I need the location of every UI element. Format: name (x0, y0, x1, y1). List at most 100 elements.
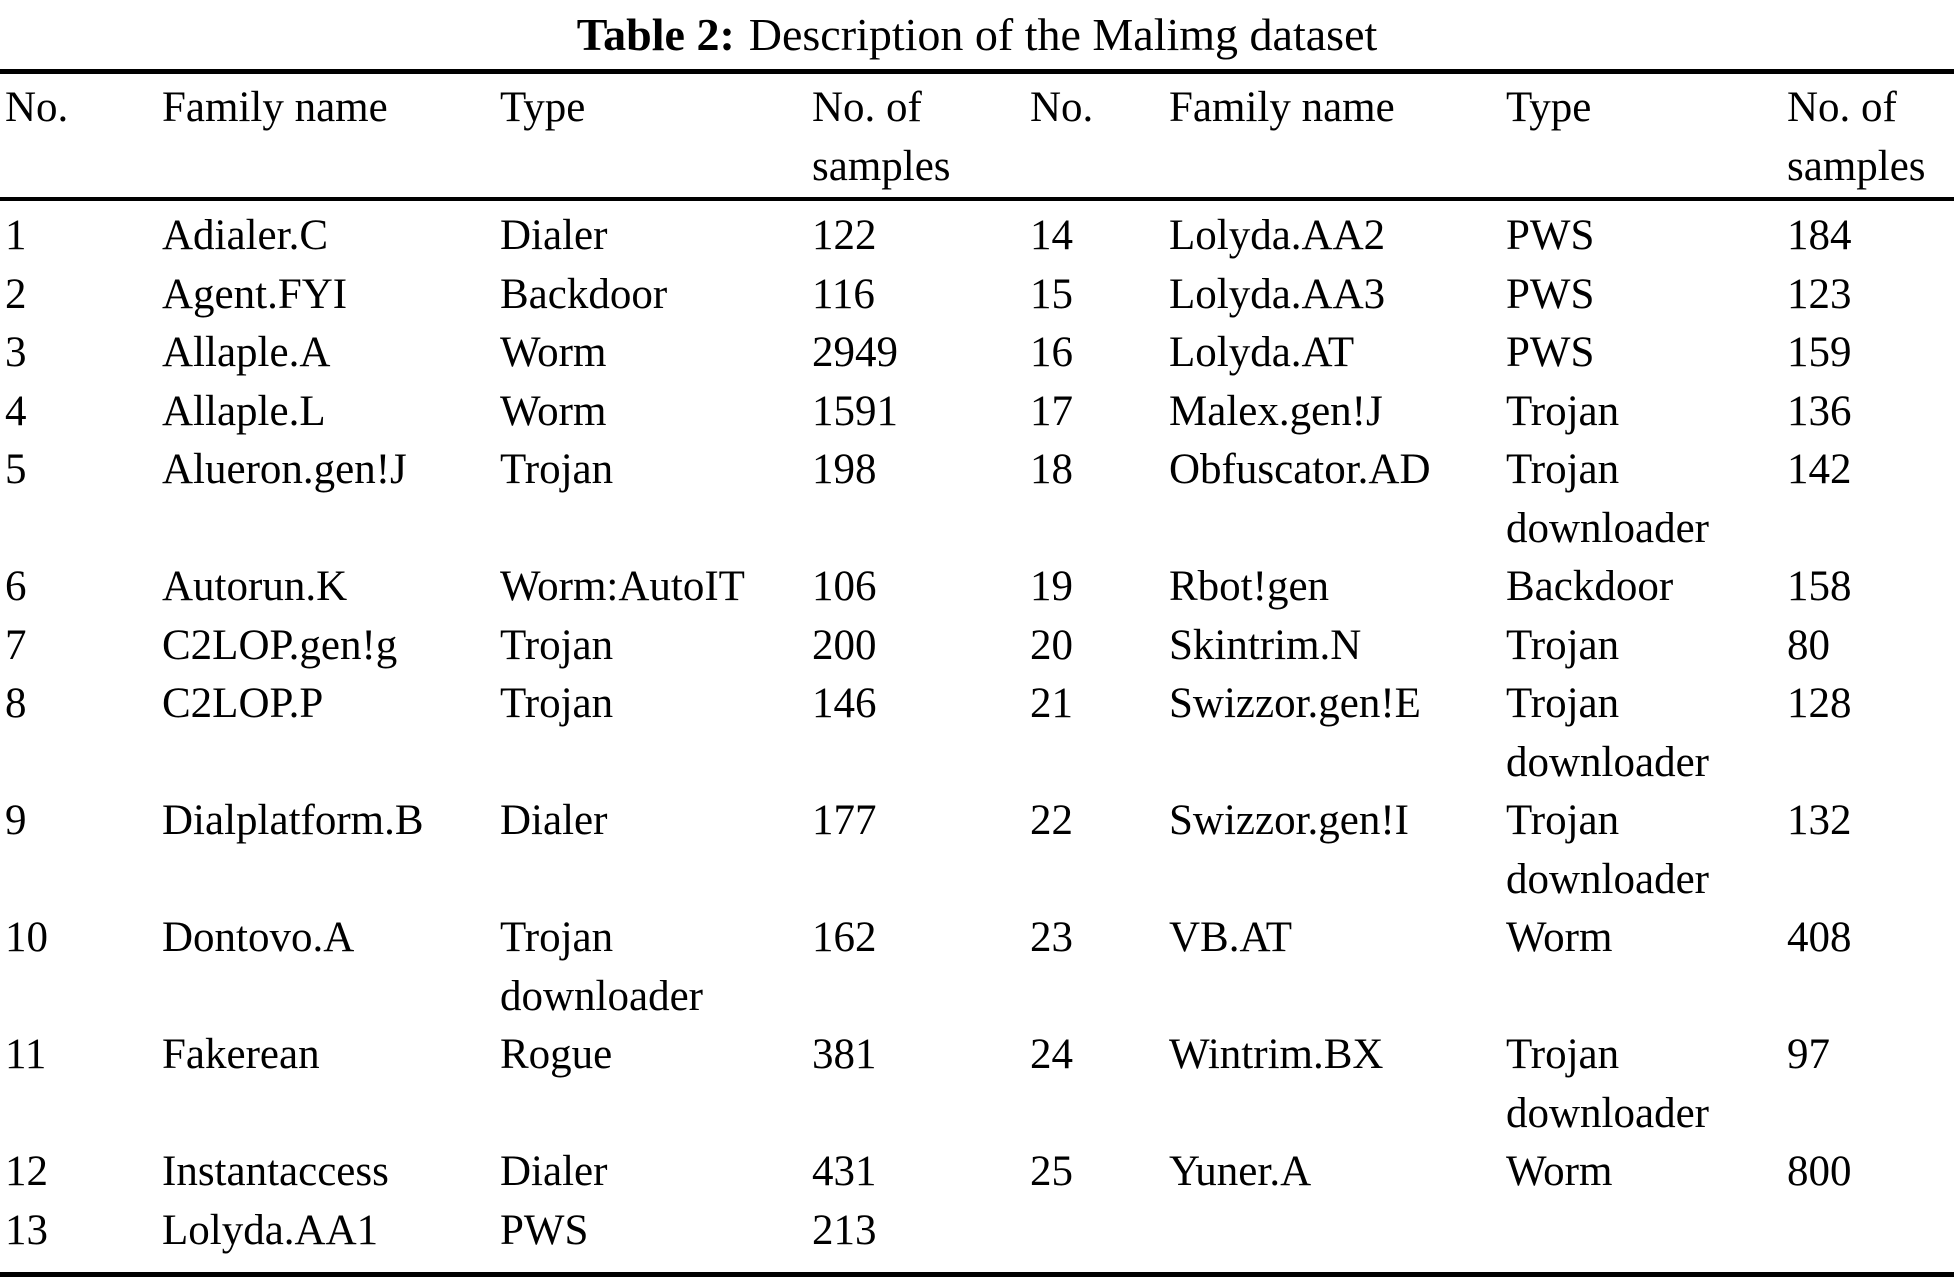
cell-no: 4 (5, 387, 27, 435)
cell-samples: 2949 (812, 329, 898, 376)
cell-no: 12 (5, 1148, 48, 1195)
cell-family: Adialer.C (162, 212, 328, 259)
cell-type: PWS (500, 1206, 589, 1254)
table-row: 7 C2LOP.gen!g Trojan 200 20 Skintrim.N T… (0, 617, 1954, 676)
table-caption: Table 2: Description of the Malimg datase… (0, 0, 1954, 69)
malimg-dataset-table: No. Family name Type No. of samples No. … (0, 69, 1954, 1277)
cell-type: Worm:AutoIT (500, 563, 745, 610)
cell-type: Worm (1506, 1148, 1613, 1195)
cell-no: 20 (1030, 621, 1073, 669)
cell-type: Worm (1506, 914, 1613, 961)
cell-family: Rbot!gen (1169, 563, 1330, 610)
cell-samples: 142 (1787, 446, 1852, 493)
table-row: 3 Allaple.A Worm 2949 16 Lolyda.AT PWS 1… (0, 324, 1954, 383)
cell-no: 15 (1030, 270, 1073, 318)
cell-no: 10 (5, 914, 48, 961)
cell-family: Instantaccess (162, 1148, 389, 1195)
cell-type: Trojan downloader (500, 914, 703, 1020)
cell-no: 23 (1030, 914, 1073, 961)
cell-samples: 146 (812, 680, 877, 727)
cell-type: Worm (500, 329, 607, 376)
cell-family: C2LOP.gen!g (162, 621, 398, 669)
table-row: 2 Agent.FYI Backdoor 116 15 Lolyda.AA3 P… (0, 266, 1954, 325)
table-caption-label: Table 2: (576, 9, 735, 60)
cell-samples: 106 (812, 563, 877, 610)
table-header: No. Family name Type No. of samples No. … (0, 71, 1954, 201)
cell-samples: 198 (812, 446, 877, 493)
cell-no: 17 (1030, 387, 1073, 435)
table-caption-text: Description of the Malimg dataset (748, 9, 1378, 60)
cell-family: Swizzor.gen!E (1169, 680, 1421, 727)
cell-samples: 800 (1787, 1148, 1852, 1195)
cell-no: 9 (5, 797, 27, 844)
cell-type: Trojan (1506, 387, 1620, 435)
col-header-type-left: Type (500, 71, 812, 201)
cell-samples: 162 (812, 914, 877, 961)
col-header-no-left: No. (0, 71, 162, 201)
cell-family: Fakerean (162, 1031, 320, 1078)
cell-family (1169, 1202, 1506, 1275)
table-row: 8 C2LOP.P Trojan 146 21 Swizzor.gen!E Tr… (0, 675, 1954, 792)
cell-family: C2LOP.P (162, 680, 324, 727)
cell-samples: 381 (812, 1031, 877, 1078)
table-row: 6 Autorun.K Worm:AutoIT 106 19 Rbot!gen … (0, 558, 1954, 617)
col-header-family-left: Family name (162, 71, 500, 201)
table-row: 4 Allaple.L Worm 1591 17 Malex.gen!J Tro… (0, 383, 1954, 442)
table-row: 9 Dialplatform.B Dialer 177 22 Swizzor.g… (0, 792, 1954, 909)
table-row: 12 Instantaccess Dialer 431 25 Yuner.A W… (0, 1143, 1954, 1202)
cell-family: Dontovo.A (162, 914, 355, 961)
table-row: 1 Adialer.C Dialer 122 14 Lolyda.AA2 PWS… (0, 199, 1954, 266)
cell-samples: 177 (812, 797, 877, 844)
cell-type: Trojan downloader (1506, 797, 1709, 903)
cell-samples: 97 (1787, 1031, 1830, 1078)
cell-family: Lolyda.AA1 (162, 1206, 379, 1254)
cell-type: Trojan downloader (1506, 680, 1709, 786)
cell-samples: 159 (1787, 329, 1852, 376)
cell-no: 14 (1030, 212, 1073, 259)
cell-samples: 408 (1787, 914, 1852, 961)
cell-no: 25 (1030, 1148, 1073, 1195)
cell-family: Agent.FYI (162, 270, 348, 318)
cell-samples: 431 (812, 1148, 877, 1195)
cell-samples: 158 (1787, 563, 1852, 610)
col-header-samples-right: No. of samples (1787, 71, 1954, 201)
cell-type: Dialer (500, 212, 608, 259)
cell-type: Backdoor (1506, 563, 1674, 610)
cell-family: Lolyda.AT (1169, 329, 1355, 376)
cell-family: VB.AT (1169, 914, 1293, 961)
cell-type: Dialer (500, 797, 608, 844)
cell-type: Worm (500, 387, 607, 435)
cell-no (1030, 1202, 1169, 1275)
cell-no: 8 (5, 680, 27, 727)
cell-type: Backdoor (500, 270, 668, 318)
cell-samples: 116 (812, 270, 875, 318)
cell-family: Alueron.gen!J (162, 446, 407, 493)
cell-samples (1787, 1202, 1954, 1275)
cell-type: Trojan (500, 446, 614, 493)
header-row: No. Family name Type No. of samples No. … (0, 71, 1954, 201)
cell-no: 2 (5, 270, 27, 318)
cell-family: Allaple.A (162, 329, 331, 376)
cell-no: 11 (5, 1031, 47, 1078)
cell-no: 5 (5, 446, 27, 493)
cell-type: PWS (1506, 270, 1595, 318)
cell-samples: 1591 (812, 387, 898, 435)
table-row: 11 Fakerean Rogue 381 24 Wintrim.BX Troj… (0, 1026, 1954, 1143)
cell-type: Trojan (1506, 621, 1620, 669)
cell-no: 13 (5, 1206, 48, 1254)
cell-type: Trojan (500, 680, 614, 727)
cell-type (1506, 1202, 1787, 1275)
col-header-family-right: Family name (1169, 71, 1506, 201)
cell-family: Lolyda.AA3 (1169, 270, 1386, 318)
cell-samples: 136 (1787, 387, 1852, 435)
cell-family: Skintrim.N (1169, 621, 1362, 669)
cell-no: 24 (1030, 1031, 1073, 1078)
cell-samples: 213 (812, 1206, 877, 1254)
cell-samples: 132 (1787, 797, 1852, 844)
cell-no: 7 (5, 621, 27, 669)
cell-samples: 123 (1787, 270, 1852, 318)
cell-samples: 80 (1787, 621, 1830, 669)
cell-type: PWS (1506, 329, 1595, 376)
col-header-no-right: No. (1030, 71, 1169, 201)
